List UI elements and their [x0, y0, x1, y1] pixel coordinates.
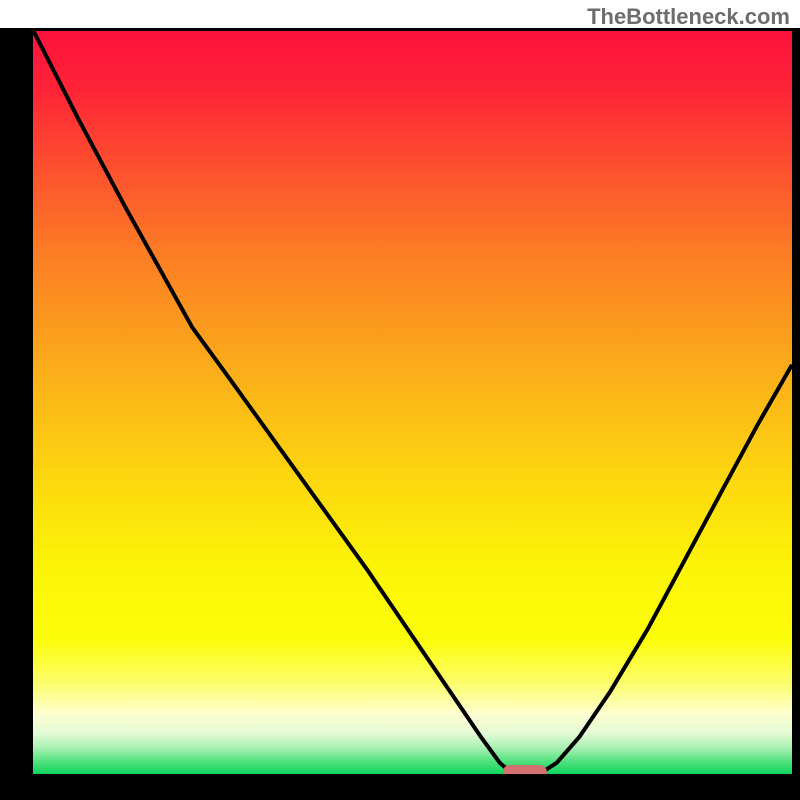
gradient-background [33, 30, 792, 774]
bottleneck-chart: TheBottleneck.com [0, 0, 800, 800]
watermark-text: TheBottleneck.com [587, 4, 790, 30]
frame-right [792, 30, 800, 800]
frame-bottom [0, 774, 800, 800]
chart-svg [0, 0, 800, 800]
frame-left [0, 30, 33, 800]
